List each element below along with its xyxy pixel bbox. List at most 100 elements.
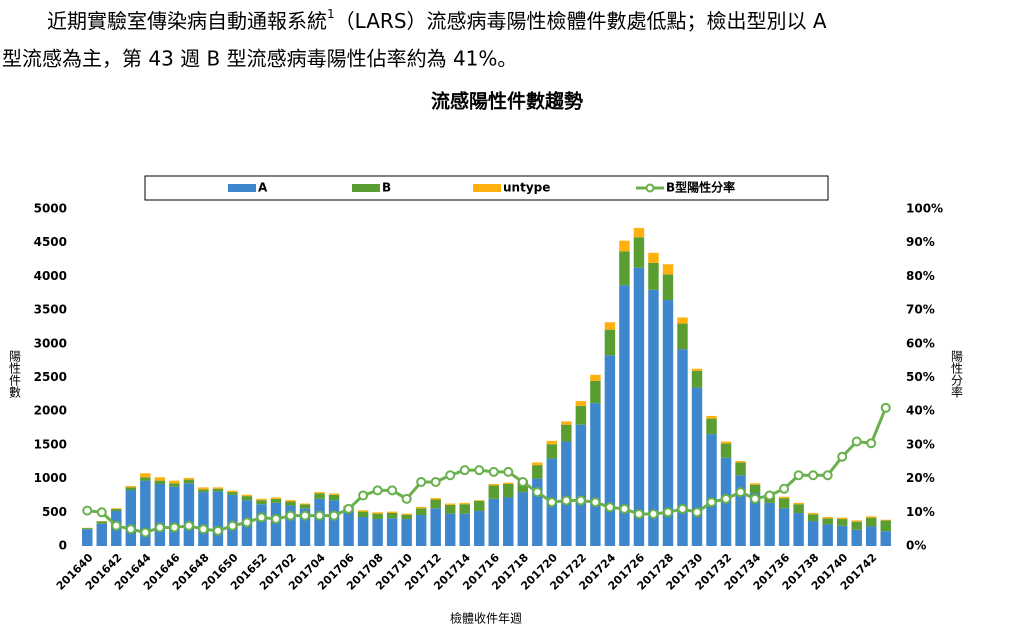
bar — [140, 480, 151, 546]
bar — [865, 516, 877, 518]
bar — [720, 441, 732, 444]
rate-marker — [300, 510, 311, 521]
x-axis-label: 檢體收件年週 — [450, 611, 522, 626]
bar — [183, 477, 195, 480]
bar — [314, 492, 325, 494]
paragraph-line: 近期實驗室傳染病自動通報系統1（LARS）流感病毒陽性檢體件數處低點；檢出型別以… — [47, 7, 827, 33]
bar — [735, 475, 746, 546]
bar — [662, 274, 674, 300]
bar — [459, 513, 470, 546]
bar — [503, 497, 514, 546]
bar — [807, 512, 819, 515]
y-tick-label: 500 — [42, 505, 67, 519]
rate-marker — [285, 510, 296, 521]
paragraph-line: 型流感為主，第 43 週 B 型流感病毒陽性佔率約為 41%。 — [2, 47, 517, 71]
bar — [604, 329, 616, 356]
bar — [793, 512, 804, 546]
bar — [880, 519, 891, 521]
rate-marker — [677, 503, 688, 514]
y-tick-label: 3000 — [34, 336, 67, 350]
bar — [648, 289, 659, 546]
bar — [691, 387, 703, 546]
rate-marker — [532, 487, 543, 498]
bar — [807, 514, 819, 522]
rate-marker — [692, 507, 703, 518]
bar — [386, 512, 398, 519]
bar — [444, 504, 456, 514]
rate-marker — [561, 495, 572, 506]
bar — [212, 491, 224, 546]
legend-swatch — [228, 184, 256, 192]
rate-marker — [706, 497, 717, 508]
bar — [198, 489, 209, 493]
bar — [532, 478, 543, 546]
bar — [865, 526, 877, 546]
rate-marker — [880, 402, 891, 413]
bar — [851, 529, 862, 546]
bar — [836, 517, 848, 520]
bar — [836, 525, 848, 546]
bar — [633, 227, 645, 238]
y-tick-label: 4000 — [34, 269, 67, 283]
bar — [430, 499, 441, 509]
bar — [677, 317, 688, 324]
rate-marker — [735, 487, 746, 498]
bar — [575, 424, 587, 546]
rate-marker — [779, 483, 790, 494]
bar — [343, 511, 354, 546]
y-tick-label: 0 — [59, 539, 67, 553]
bar — [285, 500, 296, 502]
bar — [82, 528, 93, 530]
bar — [357, 511, 369, 518]
bar — [256, 498, 267, 501]
bar — [328, 500, 340, 546]
rate-marker — [808, 470, 819, 481]
y2-tick-label: 90% — [906, 235, 935, 249]
rate-marker — [329, 510, 340, 521]
rate-marker — [314, 510, 325, 521]
rate-marker — [822, 470, 833, 481]
bar — [561, 441, 572, 546]
bar — [561, 421, 572, 425]
bar — [619, 251, 630, 286]
bar — [198, 492, 209, 546]
legend-marker — [645, 183, 655, 193]
bar — [561, 424, 572, 442]
bar — [459, 504, 470, 514]
bar — [372, 519, 383, 546]
rate-marker — [111, 520, 122, 531]
bar — [386, 511, 398, 513]
bar — [328, 494, 340, 501]
bar — [532, 462, 543, 466]
rate-marker — [358, 490, 369, 501]
bar — [677, 349, 688, 546]
bar — [299, 504, 311, 509]
rate-marker — [474, 465, 485, 476]
y-tick-label: 2500 — [34, 370, 67, 384]
rate-marker — [227, 520, 238, 531]
bar — [749, 483, 761, 485]
bar — [633, 237, 645, 268]
rate-marker — [96, 507, 107, 518]
bar — [749, 484, 761, 494]
bar — [677, 323, 688, 350]
rate-marker — [154, 522, 165, 533]
bar — [503, 482, 514, 484]
bar — [183, 483, 195, 546]
rate-marker — [793, 470, 804, 481]
bar — [299, 503, 311, 505]
chart-title: 流感陽性件數趨勢 — [431, 90, 583, 113]
bar — [778, 508, 790, 546]
bar — [96, 521, 108, 524]
bar — [227, 490, 238, 493]
bar — [270, 497, 282, 499]
bar — [590, 380, 601, 404]
rate-marker — [401, 493, 412, 504]
rate-marker — [169, 522, 180, 533]
bar — [880, 520, 891, 532]
rate-marker — [750, 493, 761, 504]
bar — [140, 473, 151, 478]
bar — [590, 374, 601, 381]
bar — [82, 529, 93, 546]
rate-marker — [372, 485, 383, 496]
